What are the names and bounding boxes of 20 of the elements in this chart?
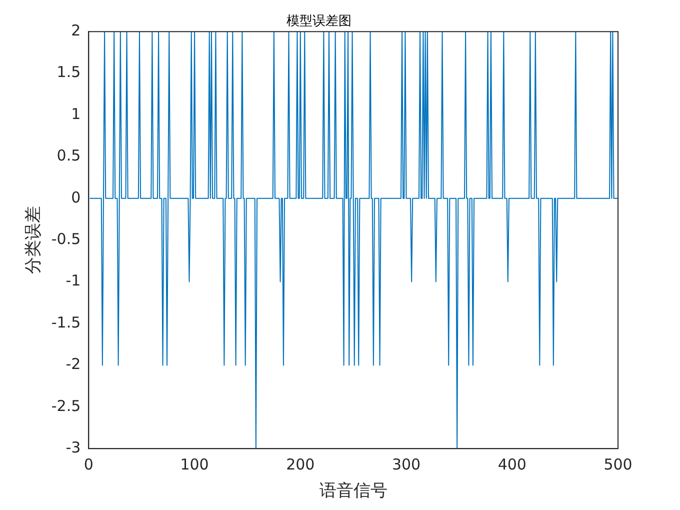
y-tick-label: 0	[71, 188, 81, 206]
y-tick-label: -2	[66, 355, 81, 374]
x-tick-label: 400	[498, 455, 526, 474]
y-tick-label: -0.5	[51, 230, 81, 248]
y-tick-label: 0.5	[56, 146, 81, 165]
x-tick-label: 500	[604, 455, 632, 474]
x-tick-label: 0	[84, 455, 94, 474]
x-tick-label: 300	[392, 455, 421, 474]
x-tick-label: 100	[180, 455, 209, 474]
y-tick-label: 1	[71, 104, 81, 123]
y-tick-label: -3	[66, 438, 81, 456]
y-tick-label: -1	[66, 272, 81, 290]
y-tick-label: -2.5	[51, 396, 81, 415]
x-axis-title: 语音信号	[319, 481, 388, 502]
y-tick-label: 1.5	[56, 63, 81, 82]
x-tick-label: 200	[286, 455, 315, 474]
y-tick-label: 2	[71, 21, 81, 40]
y-axis-title: 分类误差	[24, 206, 44, 274]
y-tick-label: -1.5	[51, 313, 81, 332]
chart-title: 模型误差图	[286, 14, 352, 30]
